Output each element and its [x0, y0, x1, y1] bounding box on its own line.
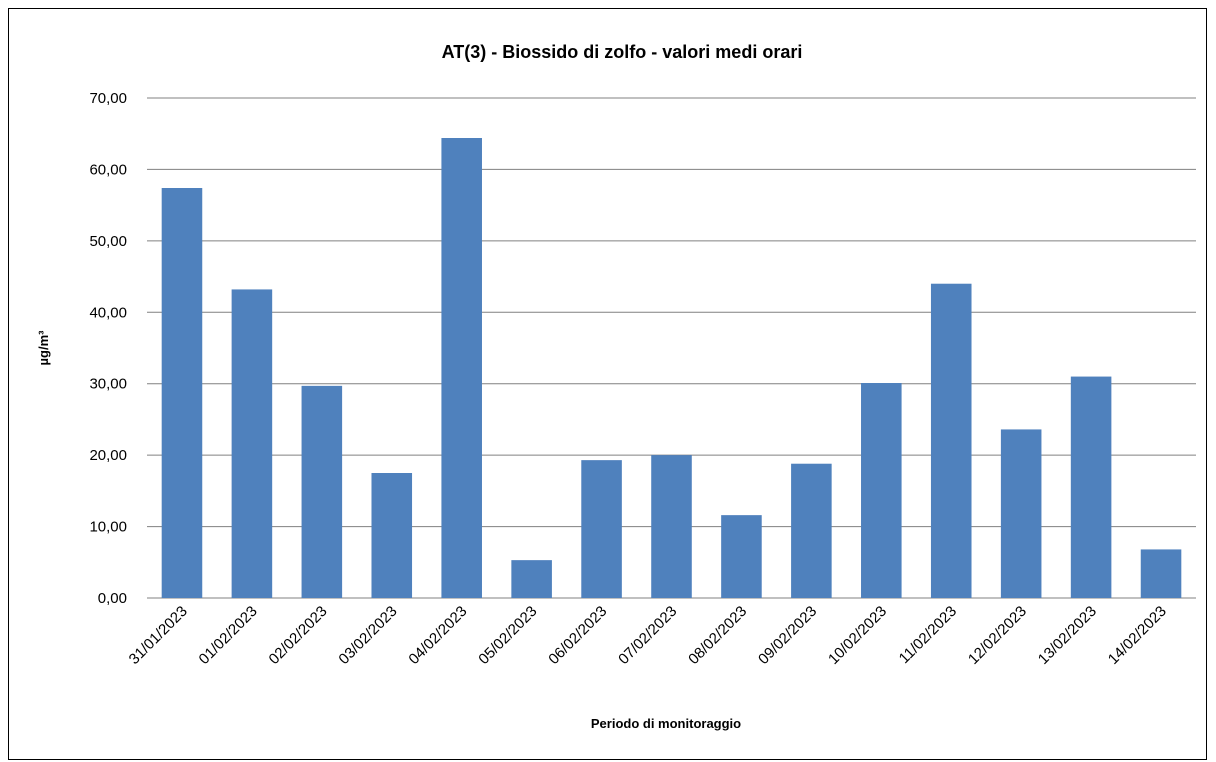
- bar: [161, 188, 203, 598]
- x-tick-label: 03/02/2023: [335, 603, 400, 668]
- bar: [581, 460, 622, 598]
- bar: [1070, 376, 1112, 598]
- y-tick-label: 60,00: [89, 161, 127, 178]
- x-tick-label: 14/02/2023: [1105, 603, 1170, 668]
- x-tick-label: 01/02/2023: [196, 603, 261, 668]
- x-tick-label: 12/02/2023: [965, 603, 1030, 668]
- x-tick-label: 07/02/2023: [615, 603, 680, 668]
- bar: [930, 283, 972, 598]
- bar: [231, 289, 273, 598]
- x-tick-label: 13/02/2023: [1035, 603, 1100, 668]
- x-tick-label: 02/02/2023: [266, 603, 331, 668]
- x-tick-label: 06/02/2023: [545, 603, 610, 668]
- x-tick-label: 11/02/2023: [896, 603, 960, 667]
- y-axis-ticks: 0,00 10,00 20,00 30,00 40,00 50,00 60,00 70,00: [89, 90, 127, 607]
- x-tick-label: 09/02/2023: [755, 603, 820, 668]
- bar: [441, 138, 482, 598]
- x-tick-label: 10/02/2023: [825, 603, 890, 668]
- bars: [161, 138, 1182, 598]
- x-tick-label: 04/02/2023: [405, 603, 470, 668]
- x-axis-title: Periodo di monitoraggio: [591, 716, 741, 731]
- x-tick-label: 31/01/2023: [126, 603, 191, 668]
- y-tick-label: 10,00: [89, 519, 127, 536]
- bar: [301, 385, 343, 598]
- x-tick-label: 08/02/2023: [685, 603, 750, 668]
- y-tick-label: 20,00: [89, 447, 127, 464]
- bar: [721, 515, 762, 598]
- y-tick-label: 50,00: [89, 233, 127, 250]
- bar: [791, 463, 832, 598]
- y-tick-label: 40,00: [89, 304, 127, 321]
- bar: [861, 383, 902, 598]
- chart-title: AT(3) - Biossido di zolfo - valori medi …: [442, 42, 803, 62]
- y-tick-label: 70,00: [89, 90, 127, 107]
- x-axis-ticks: 31/01/2023 01/02/2023 02/02/2023 03/02/2023…: [126, 603, 1170, 668]
- y-axis-title: µg/m³: [36, 330, 51, 366]
- y-tick-label: 30,00: [89, 376, 127, 393]
- bar: [371, 473, 413, 598]
- bar: [511, 560, 552, 598]
- y-tick-label: 0,00: [98, 590, 127, 607]
- bar: [1000, 429, 1042, 598]
- bar: [651, 455, 692, 598]
- bar: [1140, 549, 1182, 598]
- x-tick-label: 05/02/2023: [475, 603, 540, 668]
